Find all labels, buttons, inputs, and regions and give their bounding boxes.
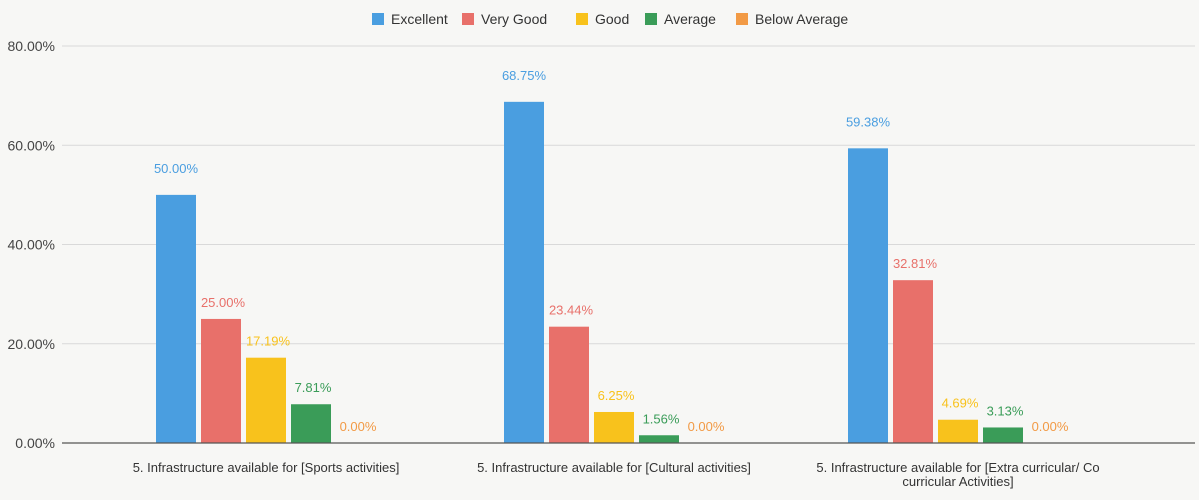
data-label: 7.81% <box>295 380 332 395</box>
x-category-label: 5. Infrastructure available for [Cultura… <box>477 460 751 475</box>
data-label: 23.44% <box>549 303 594 318</box>
bar <box>246 357 286 443</box>
bars: 50.00% 25.00% 17.19% 7.81% 0.00% 68.75% 23.44%… <box>154 68 1069 443</box>
bar <box>504 101 544 443</box>
y-tick-label: 0.00% <box>15 435 55 451</box>
legend-label: Average <box>664 11 716 27</box>
bar <box>893 280 933 443</box>
bar <box>291 404 331 443</box>
legend-swatch <box>462 13 474 25</box>
gridlines <box>62 45 1195 345</box>
y-tick-label: 80.00% <box>8 38 55 54</box>
data-label: 50.00% <box>154 161 199 176</box>
data-label: 59.38% <box>846 114 891 129</box>
data-label: 4.69% <box>942 396 979 411</box>
bar <box>848 148 888 443</box>
bar <box>201 318 241 443</box>
x-category-label: 5. Infrastructure available for [Sports … <box>133 460 400 475</box>
legend-label: Below Average <box>755 11 848 27</box>
x-axis: 5. Infrastructure available for [Sports … <box>62 442 1195 489</box>
data-label: 6.25% <box>598 388 635 403</box>
data-label: 68.75% <box>502 68 547 83</box>
bar <box>594 411 634 443</box>
y-tick-label: 20.00% <box>8 336 55 352</box>
bar <box>938 419 978 443</box>
data-label: 32.81% <box>893 256 938 271</box>
bar <box>983 427 1023 443</box>
legend-label: Very Good <box>481 11 547 27</box>
data-label: 0.00% <box>1032 419 1069 434</box>
legend-label: Excellent <box>391 11 448 27</box>
data-label: 1.56% <box>643 411 680 426</box>
x-category-label: 5. Infrastructure available for [Extra c… <box>816 460 1099 475</box>
legend-swatch <box>576 13 588 25</box>
bar <box>549 326 589 443</box>
bar <box>639 435 679 443</box>
legend: Excellent Very Good Good Average Below Avera… <box>372 11 848 27</box>
data-label: 25.00% <box>201 295 246 310</box>
bar <box>156 194 196 443</box>
legend-label: Good <box>595 11 629 27</box>
data-label: 3.13% <box>987 403 1024 418</box>
data-label: 17.19% <box>246 334 291 349</box>
legend-swatch <box>736 13 748 25</box>
data-label: 0.00% <box>688 419 725 434</box>
y-axis: 0.00% 20.00% 40.00% 60.00% 80.00% <box>8 38 55 451</box>
data-label: 0.00% <box>340 419 377 434</box>
y-tick-label: 40.00% <box>8 237 55 253</box>
legend-swatch <box>372 13 384 25</box>
legend-swatch <box>645 13 657 25</box>
y-tick-label: 60.00% <box>8 137 55 153</box>
x-category-label: curricular Activities] <box>902 474 1013 489</box>
